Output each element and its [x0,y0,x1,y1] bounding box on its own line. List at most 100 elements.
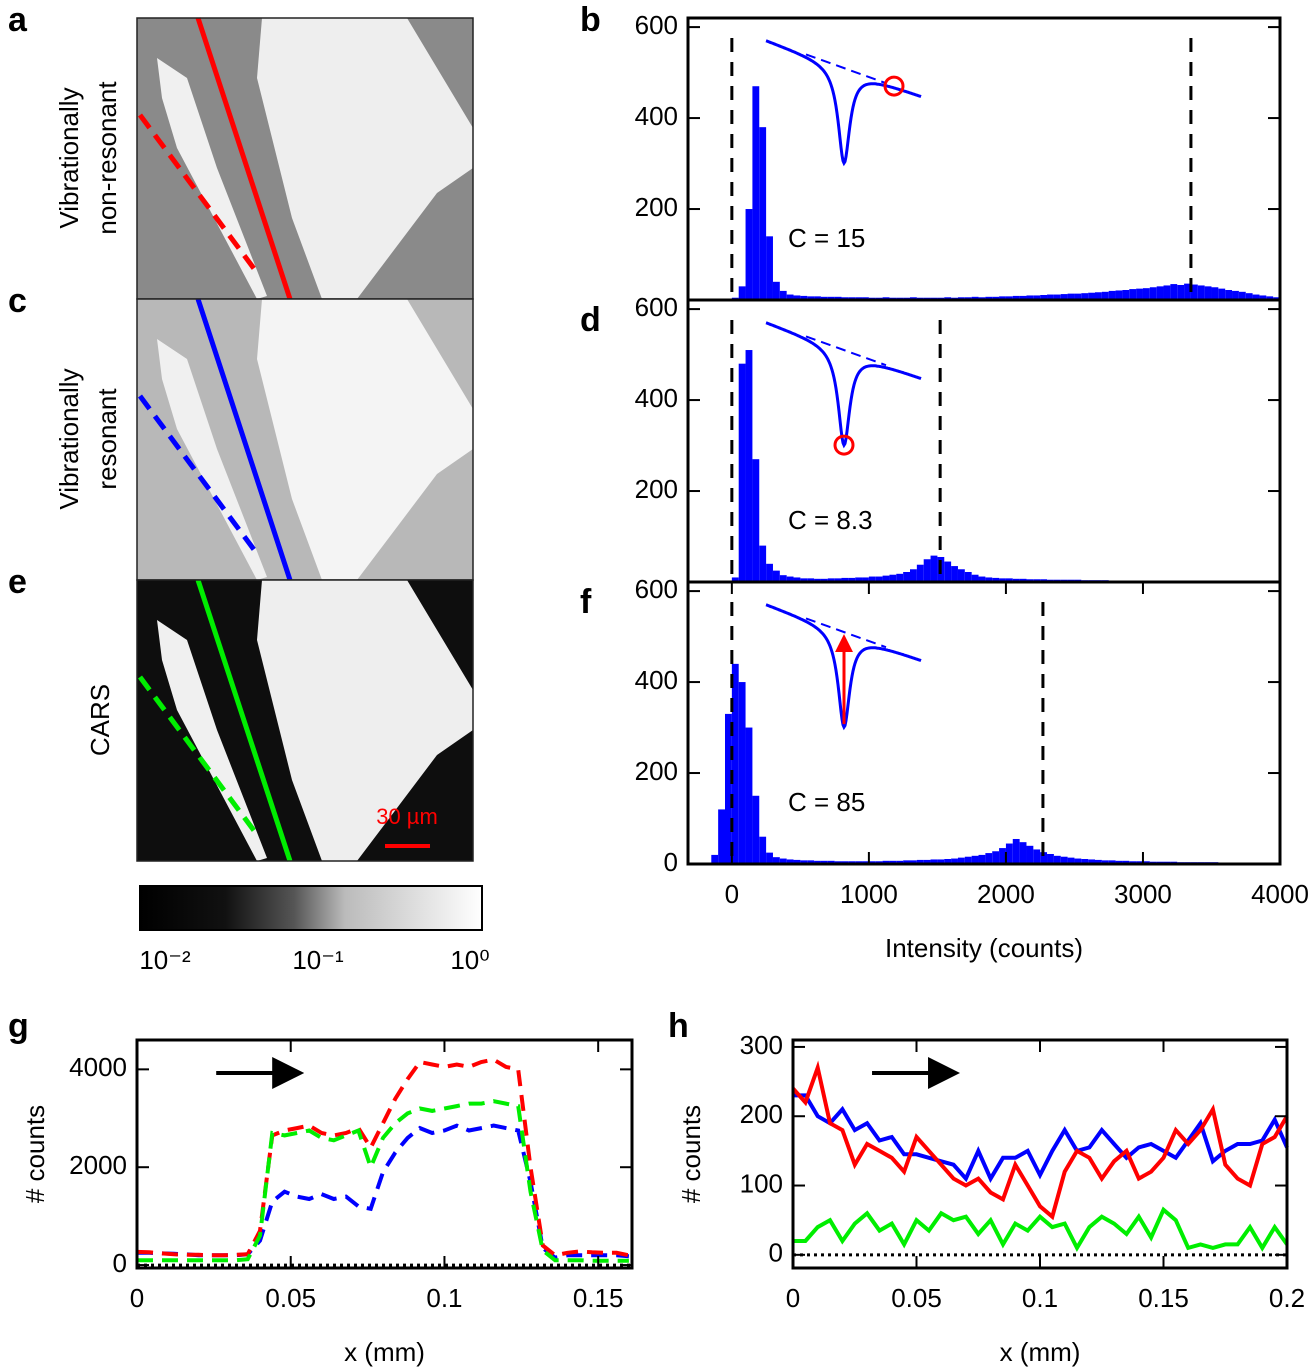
bar [711,854,719,864]
bar [731,663,739,864]
bar [1026,845,1034,864]
bar [1142,288,1150,300]
y-tick-label: 600 [635,574,678,604]
bar [800,295,808,300]
bar [985,577,993,582]
y-tick-label: 600 [635,292,678,322]
bar [1204,286,1212,300]
bar [752,86,760,301]
bar [1136,288,1143,300]
bar [718,809,725,864]
bar [807,578,815,582]
bar [1074,293,1082,300]
bar [930,859,938,864]
bar [779,290,787,300]
bar [1081,858,1089,864]
bar [923,859,931,864]
image-panel [136,298,474,581]
bar [944,858,952,864]
bar [827,860,835,864]
bar [1108,290,1116,300]
bar [1218,288,1226,300]
annotation: C = 85 [788,787,865,817]
bar [1019,578,1027,582]
image-region [157,339,267,580]
bar [971,855,979,864]
y-tick-label: 600 [635,10,678,40]
bar [779,575,787,582]
bar [745,350,753,582]
y-tick-label: 200 [635,192,678,222]
bar [1012,295,1020,300]
inset-curve [765,39,922,167]
bar [827,578,835,582]
x-tick-label: 0.05 [891,1283,942,1313]
image-region [157,58,267,299]
bar [834,296,842,300]
bar [951,566,958,582]
plot-frame [686,580,1282,866]
bar [731,577,739,582]
x-tick-label: 0 [786,1283,800,1313]
bar [820,296,828,300]
bar [992,577,1000,582]
y-tick-label: 100 [740,1168,783,1198]
bar [793,577,801,582]
colorbar: 10⁻² 10⁻¹ 10⁰ [139,885,490,975]
bar [1101,291,1109,300]
panel-label: b [580,1,601,39]
bar [896,860,904,864]
bar [964,856,972,864]
bar [766,563,773,582]
bar [745,727,753,864]
x-tick-label: 0 [130,1283,144,1313]
x-tick-label: 1000 [840,879,898,909]
bar [1259,295,1267,300]
bar [814,860,821,864]
bar [1088,859,1095,864]
bar [957,569,965,582]
bar [759,545,767,582]
y-axis-label: # counts [676,1105,706,1203]
bar [1163,285,1171,300]
bar [1095,292,1102,300]
bar [752,459,760,582]
bar [1122,289,1130,300]
bar [1067,857,1075,864]
bar [889,860,897,864]
bar [903,860,910,864]
profile-line-dashed [137,394,258,553]
bar [868,576,876,582]
plot-frame [686,298,1282,584]
bar [930,555,938,582]
bar [875,576,883,582]
series-line [791,1060,1289,1221]
bar [1005,843,1013,864]
bar [1060,856,1068,864]
bar [772,281,780,300]
bar [1074,858,1082,864]
x-tick-label: 0.15 [1138,1283,1189,1313]
bar [1245,293,1253,300]
bar [848,577,856,582]
bar [978,854,986,864]
bar [957,857,965,864]
bar [738,286,746,300]
x-tick-label: 2000 [977,879,1035,909]
inset-baseline [805,53,887,85]
x-axis-label: x (mm) [1000,1337,1081,1367]
x-axis-label: x (mm) [344,1337,425,1367]
bar [1053,855,1061,864]
bar [1232,290,1239,300]
y-tick-label: 400 [635,101,678,131]
bar [1156,286,1164,300]
bar [978,576,986,582]
bar [1060,294,1068,300]
bar [1101,860,1109,864]
bar [1081,293,1089,300]
colorbar-label: 10⁻¹ [292,945,344,975]
series-line [793,1093,1289,1183]
inset-curve [765,321,922,449]
image-region [157,620,267,861]
bar [793,859,801,864]
